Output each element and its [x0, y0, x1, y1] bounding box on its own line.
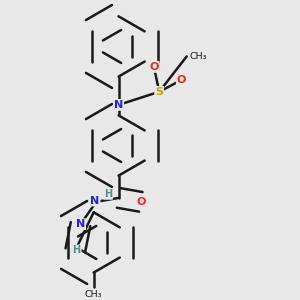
Text: CH₃: CH₃ [189, 52, 207, 61]
Text: N: N [90, 196, 100, 206]
Text: O: O [136, 197, 146, 207]
Text: O: O [177, 75, 186, 85]
Text: CH₃: CH₃ [85, 290, 102, 298]
Text: H: H [73, 245, 81, 255]
Text: O: O [149, 62, 159, 72]
Text: N: N [76, 219, 85, 229]
Text: H: H [104, 189, 112, 199]
Text: N: N [114, 100, 123, 110]
Text: S: S [155, 87, 163, 97]
